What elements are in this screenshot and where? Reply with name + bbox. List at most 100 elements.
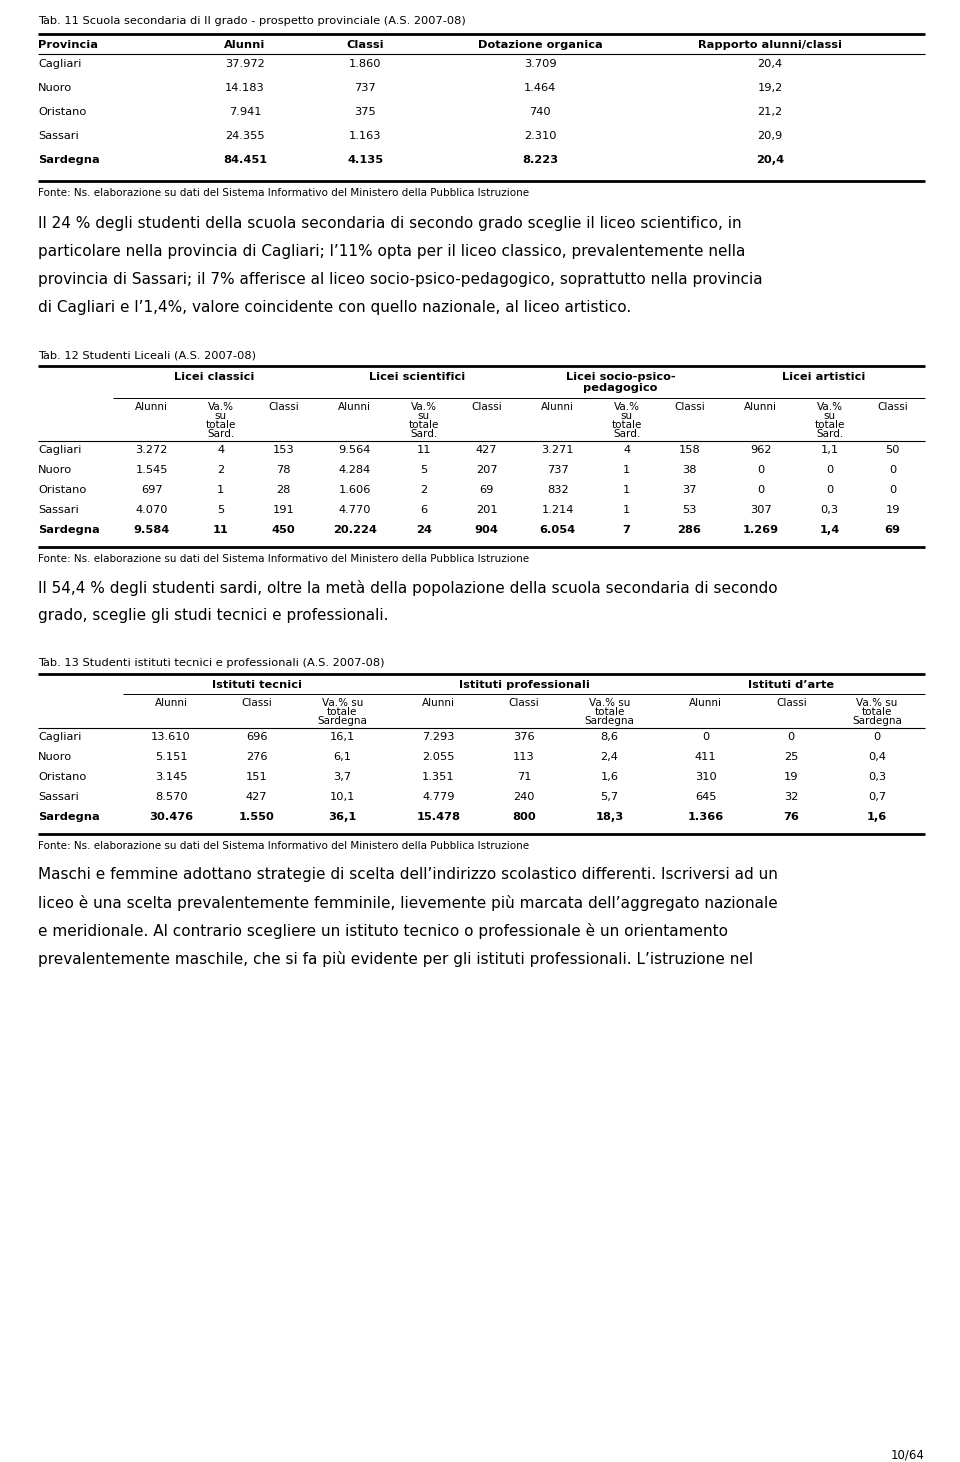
Text: 0: 0 <box>826 485 833 496</box>
Text: 5: 5 <box>420 465 427 475</box>
Text: 37: 37 <box>683 485 697 496</box>
Text: Maschi e femmine adottano strategie di scelta dell’indirizzo scolastico differen: Maschi e femmine adottano strategie di s… <box>38 867 778 882</box>
Text: su: su <box>214 411 227 421</box>
Text: Licei classici: Licei classici <box>175 371 254 382</box>
Text: 4.135: 4.135 <box>347 155 383 165</box>
Text: Classi: Classi <box>674 402 705 412</box>
Text: 5: 5 <box>217 504 225 515</box>
Text: 4: 4 <box>623 444 630 455</box>
Text: 0: 0 <box>889 465 896 475</box>
Text: Cagliari: Cagliari <box>38 58 82 69</box>
Text: Alunni: Alunni <box>744 402 777 412</box>
Text: 0: 0 <box>788 732 795 743</box>
Text: Alunni: Alunni <box>338 402 372 412</box>
Text: 28: 28 <box>276 485 291 496</box>
Text: 37.972: 37.972 <box>226 58 265 69</box>
Text: 0: 0 <box>756 485 764 496</box>
Text: Istituti professionali: Istituti professionali <box>459 680 589 690</box>
Text: su: su <box>620 411 633 421</box>
Text: 2,4: 2,4 <box>601 751 618 762</box>
Text: 8.223: 8.223 <box>522 155 558 165</box>
Text: 307: 307 <box>750 504 772 515</box>
Text: 4.779: 4.779 <box>422 792 455 803</box>
Text: 9.564: 9.564 <box>338 444 371 455</box>
Text: 645: 645 <box>695 792 716 803</box>
Text: 1: 1 <box>217 485 225 496</box>
Text: 1.163: 1.163 <box>348 132 381 140</box>
Text: Alunni: Alunni <box>541 402 574 412</box>
Text: Classi: Classi <box>776 697 806 708</box>
Text: Dotazione organica: Dotazione organica <box>478 39 602 50</box>
Text: Nuoro: Nuoro <box>38 751 72 762</box>
Text: 1,6: 1,6 <box>867 811 887 822</box>
Text: 427: 427 <box>476 444 497 455</box>
Text: Va.% su: Va.% su <box>322 697 363 708</box>
Text: 19,2: 19,2 <box>757 83 782 94</box>
Text: 78: 78 <box>276 465 291 475</box>
Text: Istituti tecnici: Istituti tecnici <box>211 680 301 690</box>
Text: 0: 0 <box>874 732 880 743</box>
Text: 71: 71 <box>516 772 531 782</box>
Text: 276: 276 <box>246 751 268 762</box>
Text: 0,4: 0,4 <box>868 751 886 762</box>
Text: 20.224: 20.224 <box>332 525 376 535</box>
Text: 0,3: 0,3 <box>821 504 839 515</box>
Text: 3,7: 3,7 <box>333 772 351 782</box>
Text: Va.% su: Va.% su <box>856 697 898 708</box>
Text: Licei artistici: Licei artistici <box>781 371 865 382</box>
Text: 11: 11 <box>417 444 431 455</box>
Text: su: su <box>418 411 430 421</box>
Text: 240: 240 <box>514 792 535 803</box>
Text: Classi: Classi <box>241 697 272 708</box>
Text: 0,7: 0,7 <box>868 792 886 803</box>
Text: Alunni: Alunni <box>689 697 722 708</box>
Text: Classi: Classi <box>509 697 540 708</box>
Text: Sard.: Sard. <box>410 428 437 439</box>
Text: 1.606: 1.606 <box>338 485 371 496</box>
Text: Cagliari: Cagliari <box>38 732 82 743</box>
Text: Nuoro: Nuoro <box>38 83 72 94</box>
Text: Va.% su: Va.% su <box>588 697 630 708</box>
Text: 9.584: 9.584 <box>133 525 170 535</box>
Text: prevalentemente maschile, che si fa più evidente per gli istituti professionali.: prevalentemente maschile, che si fa più … <box>38 950 754 966</box>
Text: 1.214: 1.214 <box>541 504 574 515</box>
Text: Oristano: Oristano <box>38 107 86 117</box>
Text: 19: 19 <box>885 504 900 515</box>
Text: 3.145: 3.145 <box>155 772 187 782</box>
Text: totale: totale <box>205 420 236 430</box>
Text: Tab. 11 Scuola secondaria di II grado - prospetto provinciale (A.S. 2007-08): Tab. 11 Scuola secondaria di II grado - … <box>38 16 466 26</box>
Text: 0,3: 0,3 <box>868 772 886 782</box>
Text: Sard.: Sard. <box>816 428 843 439</box>
Text: grado, sceglie gli studi tecnici e professionali.: grado, sceglie gli studi tecnici e profe… <box>38 608 389 623</box>
Text: 696: 696 <box>246 732 268 743</box>
Text: Va.%: Va.% <box>817 402 843 412</box>
Text: Il 24 % degli studenti della scuola secondaria di secondo grado sceglie il liceo: Il 24 % degli studenti della scuola seco… <box>38 216 742 231</box>
Text: 3.271: 3.271 <box>541 444 574 455</box>
Text: 1,4: 1,4 <box>820 525 840 535</box>
Text: 7.941: 7.941 <box>228 107 261 117</box>
Text: 7: 7 <box>623 525 631 535</box>
Text: 84.451: 84.451 <box>223 155 267 165</box>
Text: 76: 76 <box>783 811 800 822</box>
Text: Sassari: Sassari <box>38 132 79 140</box>
Text: 69: 69 <box>884 525 900 535</box>
Text: 1,1: 1,1 <box>821 444 839 455</box>
Text: 962: 962 <box>750 444 771 455</box>
Text: Fonte: Ns. elaborazione su dati del Sistema Informativo del Ministero della Pubb: Fonte: Ns. elaborazione su dati del Sist… <box>38 841 529 851</box>
Text: 1.366: 1.366 <box>687 811 724 822</box>
Text: Rapporto alunni/classi: Rapporto alunni/classi <box>698 39 842 50</box>
Text: 450: 450 <box>272 525 296 535</box>
Text: 4: 4 <box>217 444 224 455</box>
Text: Oristano: Oristano <box>38 772 86 782</box>
Text: 1.860: 1.860 <box>348 58 381 69</box>
Text: 4.284: 4.284 <box>339 465 371 475</box>
Text: 20,4: 20,4 <box>756 155 784 165</box>
Text: 24: 24 <box>416 525 432 535</box>
Text: Va.%: Va.% <box>411 402 437 412</box>
Text: 0: 0 <box>826 465 833 475</box>
Text: 201: 201 <box>476 504 497 515</box>
Text: Sardegna: Sardegna <box>852 716 901 727</box>
Text: provincia di Sassari; il 7% afferisce al liceo socio-psico-pedagogico, soprattut: provincia di Sassari; il 7% afferisce al… <box>38 272 762 287</box>
Text: 1.550: 1.550 <box>239 811 275 822</box>
Text: 32: 32 <box>784 792 799 803</box>
